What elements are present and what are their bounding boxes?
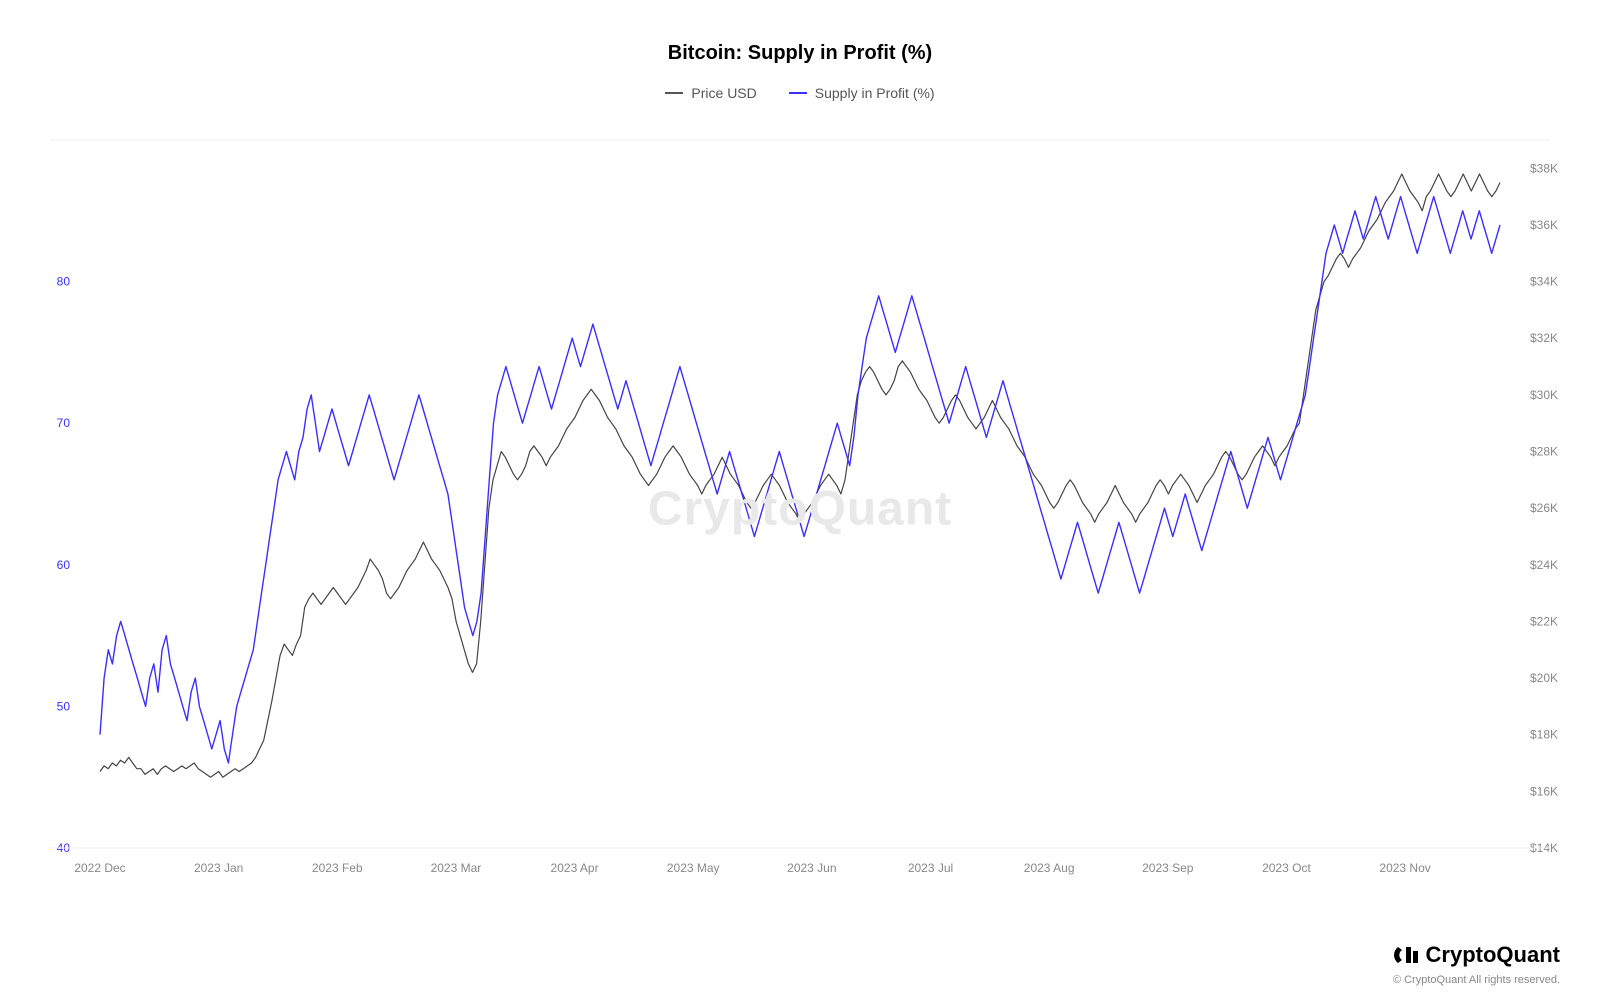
svg-text:$24K: $24K: [1530, 558, 1558, 572]
svg-text:$32K: $32K: [1530, 331, 1558, 345]
svg-text:2023 Sep: 2023 Sep: [1142, 861, 1194, 875]
chart-plot-area: CryptoQuant 4050607080$14K$16K$18K$20K$2…: [20, 130, 1580, 888]
legend-swatch-supply: [789, 92, 807, 94]
brand-name: CryptoQuant: [1426, 942, 1560, 968]
svg-text:2023 Nov: 2023 Nov: [1379, 861, 1430, 875]
svg-text:2023 Jul: 2023 Jul: [908, 861, 953, 875]
svg-text:2023 Feb: 2023 Feb: [312, 861, 363, 875]
svg-text:2023 Apr: 2023 Apr: [551, 861, 599, 875]
svg-text:$16K: $16K: [1530, 784, 1558, 798]
svg-text:2023 Oct: 2023 Oct: [1262, 861, 1311, 875]
svg-text:$22K: $22K: [1530, 614, 1558, 628]
svg-text:$28K: $28K: [1530, 445, 1558, 459]
svg-text:2023 Aug: 2023 Aug: [1024, 861, 1075, 875]
svg-text:60: 60: [57, 558, 71, 572]
svg-text:$30K: $30K: [1530, 388, 1558, 402]
legend-label-supply: Supply in Profit (%): [815, 85, 935, 101]
svg-text:2023 May: 2023 May: [667, 861, 720, 875]
svg-text:2023 Jun: 2023 Jun: [787, 861, 836, 875]
svg-text:$18K: $18K: [1530, 728, 1558, 742]
svg-text:70: 70: [57, 416, 71, 430]
copyright-text: © CryptoQuant All rights reserved.: [1393, 974, 1560, 986]
svg-text:$26K: $26K: [1530, 501, 1558, 515]
chart-svg: 4050607080$14K$16K$18K$20K$22K$24K$26K$2…: [20, 130, 1580, 888]
brand-logo-icon: [1392, 943, 1420, 967]
chart-legend: Price USD Supply in Profit (%): [0, 85, 1600, 101]
legend-label-price: Price USD: [691, 85, 756, 101]
svg-text:2022 Dec: 2022 Dec: [74, 861, 125, 875]
brand-logo-block: CryptoQuant: [1392, 942, 1560, 968]
svg-text:$36K: $36K: [1530, 218, 1558, 232]
legend-item-price: Price USD: [665, 85, 756, 101]
legend-item-supply: Supply in Profit (%): [789, 85, 935, 101]
svg-text:80: 80: [57, 275, 71, 289]
svg-text:$38K: $38K: [1530, 161, 1558, 175]
svg-text:$20K: $20K: [1530, 671, 1558, 685]
legend-swatch-price: [665, 92, 683, 94]
svg-text:2023 Mar: 2023 Mar: [431, 861, 482, 875]
svg-text:$34K: $34K: [1530, 275, 1558, 289]
svg-text:2023 Jan: 2023 Jan: [194, 861, 243, 875]
svg-text:50: 50: [57, 699, 71, 713]
chart-title: Bitcoin: Supply in Profit (%): [0, 0, 1600, 65]
